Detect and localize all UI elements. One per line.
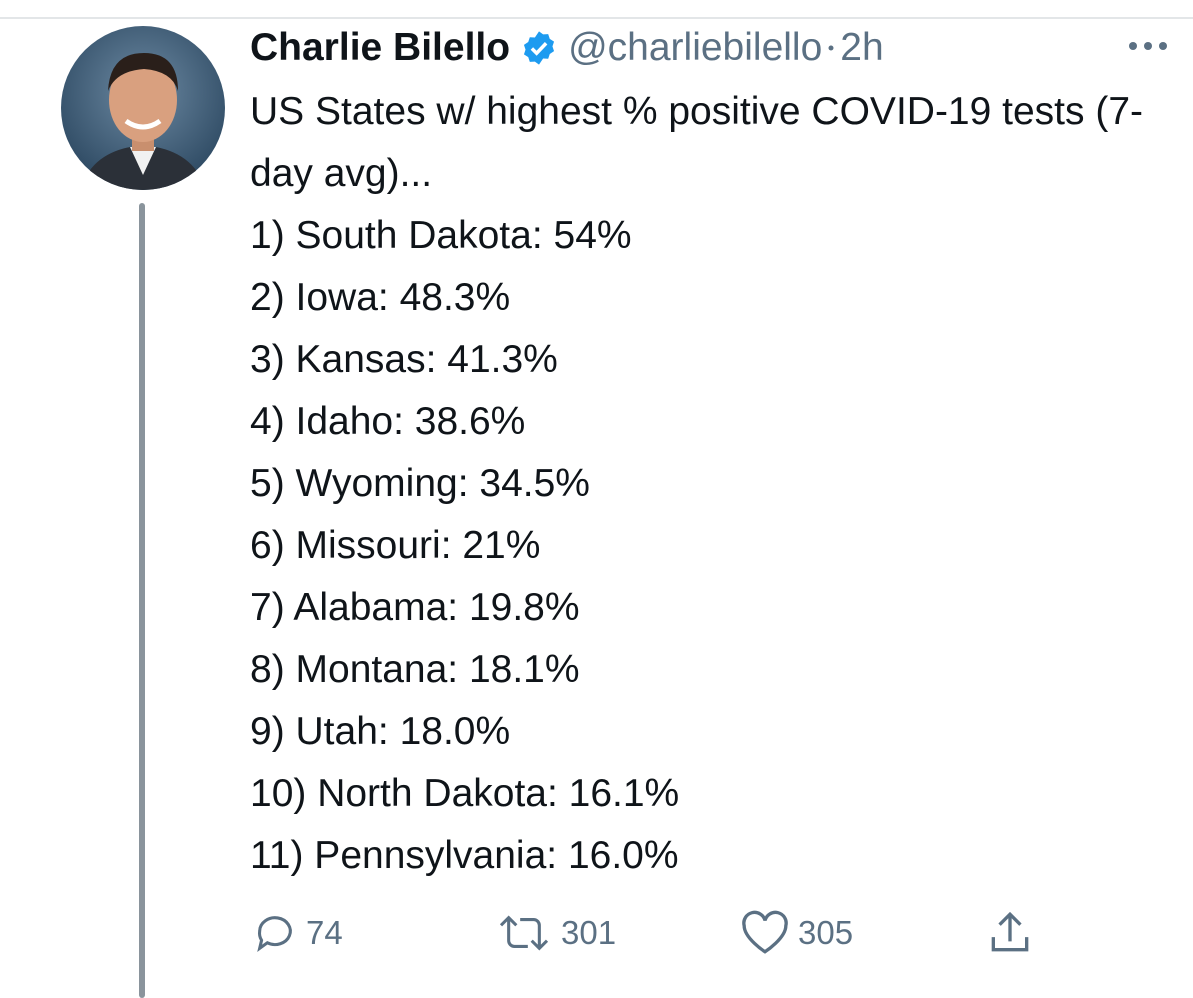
list-item: 8) Montana: 18.1%: [250, 648, 580, 691]
more-menu[interactable]: [1128, 40, 1168, 52]
list-item: 10) North Dakota: 16.1%: [250, 772, 680, 815]
retweet-button[interactable]: 301: [495, 905, 616, 961]
list-item: 4) Idaho: 38.6%: [250, 400, 526, 443]
like-icon: [742, 910, 788, 954]
share-button[interactable]: [985, 905, 1043, 961]
action-bar: 74 301 305: [0, 905, 1193, 961]
like-button[interactable]: 305: [740, 905, 853, 961]
retweet-count: 301: [561, 914, 617, 951]
list-item: 9) Utah: 18.0%: [250, 710, 511, 753]
list-item: 1) South Dakota: 54%: [250, 214, 632, 257]
avatar[interactable]: [60, 25, 226, 191]
like-count: 305: [798, 914, 854, 951]
list-item: 2) Iowa: 48.3%: [250, 276, 511, 319]
share-icon: [991, 911, 1029, 952]
list-item: 3) Kansas: 41.3%: [250, 338, 558, 381]
reply-icon: [257, 916, 292, 953]
list-item: 7) Alabama: 19.8%: [250, 586, 580, 629]
reply-button[interactable]: 74: [252, 905, 343, 961]
separator-dot: [828, 45, 834, 51]
divider: [0, 17, 1193, 19]
list-item: 5) Wyoming: 34.5%: [250, 462, 590, 505]
tweet-intro: US States w/ highest % positive COVID-19…: [250, 90, 1144, 195]
retweet-icon: [499, 915, 549, 951]
thread-line: [139, 203, 145, 998]
reply-count: 74: [306, 914, 343, 951]
tweet-header: Charlie Bilello @charliebilello 2h: [250, 22, 884, 74]
author-name[interactable]: Charlie Bilello: [250, 26, 511, 69]
list-item: 11) Pennsylvania: 16.0%: [250, 834, 679, 877]
tweet-body: US States w/ highest % positive COVID-19…: [250, 81, 1180, 887]
timestamp[interactable]: 2h: [840, 26, 884, 69]
verified-badge: [524, 31, 555, 65]
author-handle[interactable]: @charliebilello: [568, 26, 823, 69]
list-item: 6) Missouri: 21%: [250, 524, 541, 567]
